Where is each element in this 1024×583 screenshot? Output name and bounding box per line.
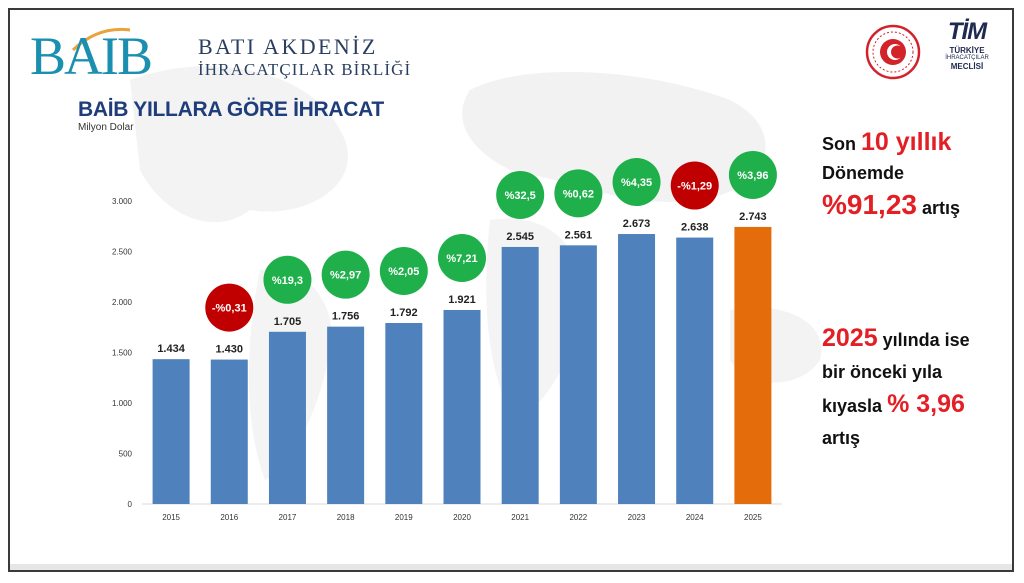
growth-label-2022: %0,62 bbox=[563, 188, 594, 200]
year-2025-summary: 2025 yılında ise bir önceki yıla kıyasla… bbox=[822, 322, 970, 454]
ten-year-summary: Son 10 yıllık Dönemde %91,23 artış bbox=[822, 128, 960, 223]
value-label-2023: 2.673 bbox=[623, 218, 651, 230]
growth-label-2019: %2,05 bbox=[388, 266, 419, 278]
value-label-2022: 2.561 bbox=[565, 229, 593, 241]
bar-2022 bbox=[559, 245, 597, 505]
value-label-2016: 1.430 bbox=[216, 344, 244, 356]
bar-2016 bbox=[210, 359, 248, 504]
tim-line2: İHRACATÇILAR bbox=[945, 55, 989, 61]
growth-label-2016: -%0,31 bbox=[212, 303, 247, 315]
growth-bubble-2018 bbox=[321, 250, 370, 299]
summary-period: 10 yıllık bbox=[861, 128, 952, 156]
growth-bubble-2024 bbox=[670, 161, 719, 210]
growth-bubble-2025 bbox=[728, 150, 777, 199]
logo-line2: İHRACATÇILAR BİRLİĞİ bbox=[198, 60, 412, 79]
bar-2019 bbox=[385, 323, 423, 504]
value-label-2024: 2.638 bbox=[681, 222, 709, 234]
bar-2015 bbox=[152, 359, 190, 504]
slide: BAIB BATI AKDENİZ İHRACATÇILAR BİRLİĞİ T… bbox=[8, 8, 1014, 572]
x-tick-label: 2019 bbox=[395, 513, 413, 522]
growth-label-2025: %3,96 bbox=[737, 170, 768, 182]
summary-line2: Dönemde bbox=[822, 163, 905, 183]
bar-2024 bbox=[676, 237, 714, 504]
y-tick-label: 2.000 bbox=[112, 298, 133, 307]
x-tick-label: 2015 bbox=[162, 513, 180, 522]
tim-line1: TÜRKİYE bbox=[949, 46, 985, 55]
summary-suffix: artış bbox=[921, 198, 961, 218]
y-tick-label: 500 bbox=[119, 450, 133, 459]
growth-bubble-2023 bbox=[612, 158, 661, 207]
growth-bubble-2022 bbox=[554, 169, 603, 218]
growth-label-2017: %19,3 bbox=[272, 275, 303, 287]
y-tick-label: 1.000 bbox=[112, 399, 133, 408]
growth-label-2024: -%1,29 bbox=[677, 181, 712, 193]
x-tick-label: 2023 bbox=[628, 513, 646, 522]
growth-bubble-2019 bbox=[379, 247, 428, 296]
baib-logo: BAIB BATI AKDENİZ İHRACATÇILAR BİRLİĞİ bbox=[30, 24, 410, 90]
year-line4: artış bbox=[822, 428, 861, 448]
growth-label-2023: %4,35 bbox=[621, 177, 652, 189]
x-tick-label: 2020 bbox=[453, 513, 471, 522]
bar-2023 bbox=[618, 234, 656, 505]
bar-2021 bbox=[501, 246, 539, 504]
y-tick-label: 3.000 bbox=[112, 197, 133, 206]
x-tick-label: 2017 bbox=[279, 513, 297, 522]
x-tick-label: 2016 bbox=[220, 513, 238, 522]
ministry-seal-icon bbox=[865, 24, 921, 80]
chart-title: BAİB YILLARA GÖRE İHRACAT bbox=[78, 98, 384, 121]
summary-prefix: Son bbox=[822, 134, 856, 154]
year-text1: yılında ise bbox=[882, 330, 970, 350]
value-label-2021: 2.545 bbox=[506, 231, 534, 243]
x-tick-label: 2022 bbox=[569, 513, 587, 522]
logo-swoosh-icon bbox=[71, 27, 131, 52]
value-label-2015: 1.434 bbox=[157, 343, 185, 355]
value-label-2019: 1.792 bbox=[390, 307, 418, 319]
year-highlight: 2025 bbox=[822, 324, 878, 352]
value-label-2025: 2.743 bbox=[739, 211, 767, 223]
y-tick-label: 1.500 bbox=[112, 349, 133, 358]
bar-2020 bbox=[443, 309, 481, 504]
logo-line1: BATI AKDENİZ bbox=[198, 34, 378, 59]
bar-2018 bbox=[327, 326, 365, 504]
tim-logo: TİM TÜRKİYE İHRACATÇILAR MECLİSİ bbox=[938, 18, 996, 71]
year-growth: % 3,96 bbox=[887, 390, 965, 418]
growth-label-2020: %7,21 bbox=[446, 253, 477, 265]
value-label-2018: 1.756 bbox=[332, 311, 360, 323]
export-bar-chart: 0 500 1.000 1.500 2.000 2.500 3.000 1.434 2015 1.… bbox=[112, 150, 782, 522]
growth-bubble-2016 bbox=[205, 283, 254, 332]
value-label-2020: 1.921 bbox=[448, 294, 476, 306]
tim-mark: TİM bbox=[947, 18, 987, 45]
growth-bubble-2017 bbox=[263, 255, 312, 304]
growth-bubble-2020 bbox=[438, 233, 486, 282]
value-label-2017: 1.705 bbox=[274, 316, 302, 328]
summary-total-growth: %91,23 bbox=[822, 189, 917, 220]
bar-2017 bbox=[268, 331, 306, 504]
year-text3: kıyasla bbox=[822, 396, 883, 416]
growth-label-2018: %2,97 bbox=[330, 270, 361, 282]
tim-line3: MECLİSİ bbox=[950, 62, 984, 71]
bar-2025 bbox=[734, 226, 772, 504]
growth-bubble-2021 bbox=[496, 170, 545, 219]
x-tick-label: 2024 bbox=[686, 513, 704, 522]
chart-subtitle: Milyon Dolar bbox=[78, 122, 134, 133]
growth-label-2021: %32,5 bbox=[505, 190, 536, 202]
logo-mark: BAIB bbox=[30, 26, 153, 86]
y-tick-label: 2.500 bbox=[112, 248, 133, 257]
x-tick-label: 2025 bbox=[744, 513, 762, 522]
y-tick-label: 0 bbox=[128, 500, 133, 509]
year-line2: bir önceki yıla bbox=[822, 362, 943, 382]
x-tick-label: 2018 bbox=[337, 513, 355, 522]
x-tick-label: 2021 bbox=[511, 513, 529, 522]
